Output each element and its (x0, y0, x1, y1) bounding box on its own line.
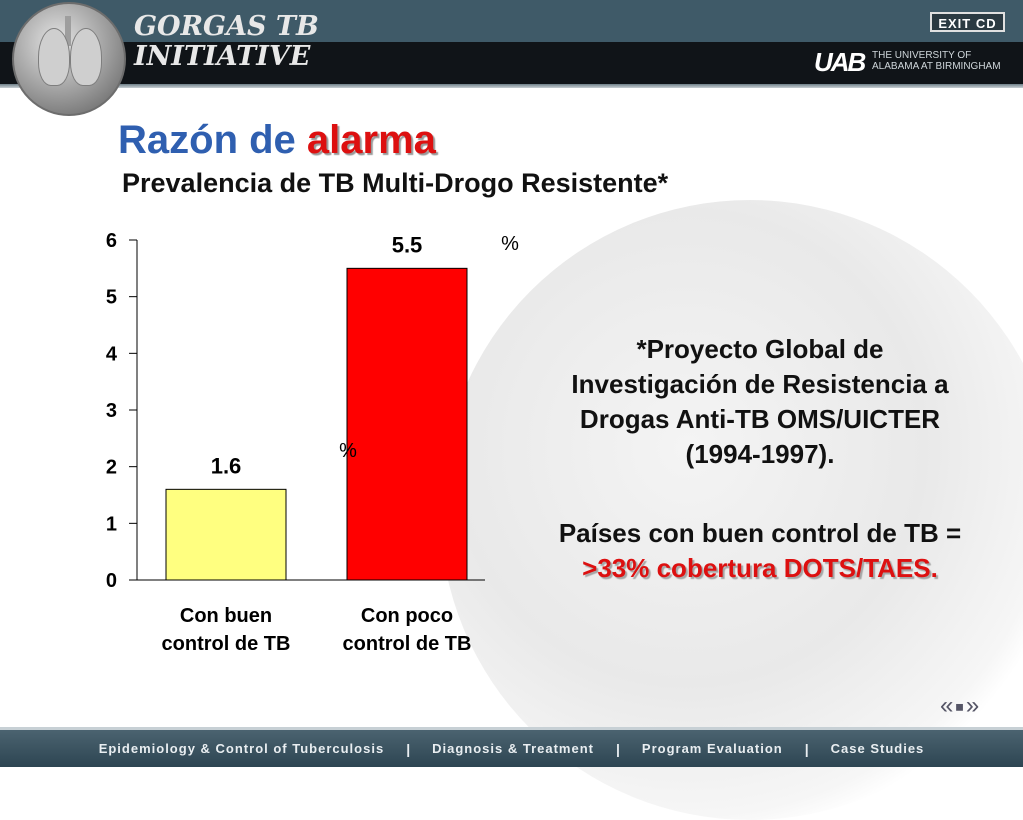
header-dark-band (0, 42, 1023, 84)
slide-subtitle: Prevalencia de TB Multi-Drogo Resistente… (122, 168, 669, 198)
y-tick-label: 4 (106, 343, 118, 365)
left-lung-shape (38, 28, 70, 86)
y-tick-label: 2 (106, 457, 117, 479)
uab-university-name: THE UNIVERSITY OF ALABAMA AT BIRMINGHAM (872, 50, 1001, 72)
title-accent: alarma (306, 118, 436, 162)
y-tick-label: 5 (106, 287, 117, 309)
note-line-3: Drogas Anti-TB OMS/UICTER (579, 404, 941, 434)
bar (346, 267, 468, 581)
bar-value-label: 1.6 (211, 453, 242, 478)
y-tick-label: 0 (106, 570, 117, 592)
header-divider (0, 84, 1023, 88)
header-top-band (0, 0, 1023, 42)
title-main: Razón de (118, 118, 307, 162)
chart-svg: 0 1 2 3 4 5 6 1.6 Con buen control de TB 5.5 Con po… (106, 230, 519, 655)
note-line-1: *Proyecto Global de (636, 334, 884, 364)
footer-link-epidemiology[interactable]: Epidemiology & Control of Tuberculosis (98, 741, 385, 756)
uab-line-1: THE UNIVERSITY OF (872, 50, 972, 61)
footer-separator: | (615, 740, 620, 757)
slide-title: Razón de alarma (118, 118, 436, 163)
control-note-line-1: Países con buen control de TB = (558, 518, 962, 548)
percent-annotation: % (339, 440, 357, 462)
y-tick-label: 6 (106, 230, 117, 252)
note-line-2: Investigación de Resistencia a (571, 369, 949, 399)
brand-title: GORGAS TB INITIATIVE (134, 12, 319, 72)
note-line-4: (1994-1997). (685, 439, 835, 469)
footer-link-case-studies[interactable]: Case Studies (830, 741, 925, 756)
bar-chart: 0 1 2 3 4 5 6 1.6 Con buen control de TB 5.5 Con po… (80, 225, 520, 655)
category-label: control de TB (343, 633, 472, 655)
category-label: Con poco (361, 605, 453, 627)
footer-link-diagnosis[interactable]: Diagnosis & Treatment (432, 741, 594, 756)
globe-watermark (440, 200, 1023, 820)
header: GORGAS TB INITIATIVE EXIT CD UAB THE UNI… (0, 0, 1023, 116)
home-icon[interactable]: ■ (955, 698, 966, 715)
trachea-shape (65, 16, 71, 46)
footer-nav: Epidemiology & Control of Tuberculosis |… (0, 727, 1023, 767)
percent-annotation: % (501, 233, 519, 255)
control-note-line-2: >33% cobertura DOTS/TAES. (582, 553, 938, 583)
bar (165, 488, 287, 581)
uab-line-2: ALABAMA AT BIRMINGHAM (872, 61, 1001, 72)
right-lung-shape (70, 28, 102, 86)
lungs-globe-logo-icon (12, 2, 126, 116)
footer-separator: | (804, 740, 809, 757)
y-tick-label: 1 (106, 513, 117, 535)
y-tick-label: 3 (106, 400, 117, 422)
uab-logo: UAB (814, 47, 866, 77)
slide-nav: «■» (940, 692, 981, 720)
prev-slide-icon[interactable]: « (940, 692, 956, 719)
category-label: Con buen (180, 605, 272, 627)
bar-value-label: 5.5 (392, 232, 423, 257)
source-note: *Proyecto Global de Investigación de Res… (515, 332, 1005, 472)
next-slide-icon[interactable]: » (965, 692, 982, 719)
footer-separator: | (406, 740, 411, 757)
category-label: control de TB (162, 633, 291, 655)
footer-link-program-evaluation[interactable]: Program Evaluation (641, 741, 783, 756)
control-note: Países con buen control de TB = >33% cob… (515, 516, 1005, 586)
brand-line-1: GORGAS TB (134, 11, 319, 42)
brand-line-2: INITIATIVE (134, 41, 311, 72)
exit-cd-button[interactable]: EXIT CD (930, 12, 1005, 32)
